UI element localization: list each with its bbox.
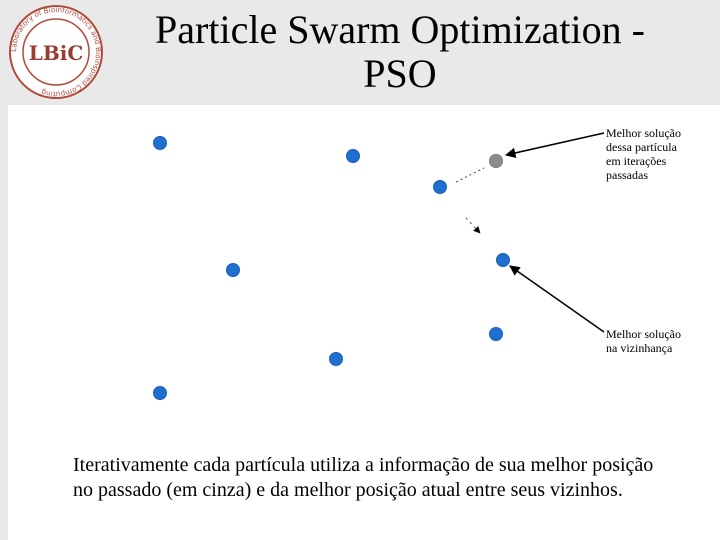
velocity-hint-arrow — [465, 217, 481, 234]
lbic-logo: Laboratory of Bioinformatics and Bioinsp… — [9, 5, 103, 99]
side-band — [0, 105, 8, 540]
particle — [489, 327, 503, 341]
header-band — [0, 0, 720, 105]
personal-best-particle — [489, 154, 503, 168]
logo-initials: LBiC — [29, 41, 83, 65]
particle — [346, 149, 360, 163]
particle — [433, 180, 447, 194]
motion-hint-dots — [455, 167, 485, 183]
logo-inner-ring — [22, 18, 90, 86]
arrow-to-neighborhood-best — [509, 265, 605, 333]
particle — [329, 352, 343, 366]
annotation-best-own: Melhor solução dessa partícula em iteraç… — [606, 126, 681, 182]
particle — [153, 386, 167, 400]
particle — [153, 136, 167, 150]
arrow-to-personal-best — [504, 132, 605, 159]
particle — [226, 263, 240, 277]
neighborhood-best-particle — [496, 253, 510, 267]
annotation-best-neighborhood: Melhor solução na vizinhança — [606, 327, 681, 355]
body-text: Iterativamente cada partícula utiliza a … — [73, 454, 654, 501]
slide-title: Particle Swarm Optimization - PSO — [155, 7, 645, 96]
